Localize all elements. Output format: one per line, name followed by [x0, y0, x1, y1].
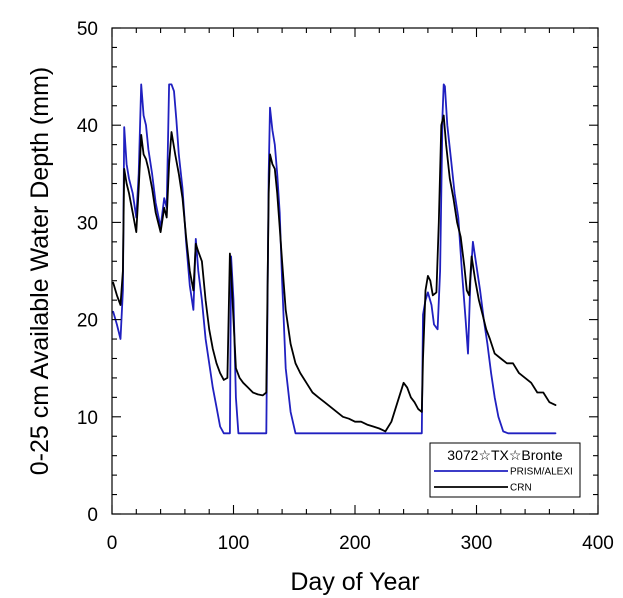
series-layer	[112, 83, 557, 435]
y-tick-label: 30	[77, 213, 98, 234]
x-tick-label: 0	[107, 533, 118, 554]
legend-label: PRISM/ALEXI	[510, 467, 573, 478]
y-axis: 0 10 20 30 40 50	[77, 19, 598, 526]
series-line-prism-alexi	[112, 83, 557, 435]
legend: 3072☆TX☆Bronte PRISM/ALEXI CRN	[429, 442, 581, 498]
legend-box	[429, 442, 581, 498]
y-tick-label: 0	[87, 505, 98, 526]
y-tick-label: 20	[77, 311, 98, 332]
y-axis-title: 0-25 cm Available Water Depth (mm)	[26, 67, 54, 475]
x-axis: 0 100 200 300 400	[107, 28, 614, 554]
x-tick-label: 200	[339, 533, 371, 554]
x-tick-label: 300	[461, 533, 493, 554]
plot-frame	[111, 27, 599, 515]
x-tick-label: 400	[582, 533, 614, 554]
series-line-crn	[112, 114, 557, 433]
x-axis-title: Day of Year	[290, 568, 419, 596]
y-tick-label: 50	[77, 19, 98, 40]
y-tick-label: 10	[77, 408, 98, 429]
legend-label: CRN	[510, 483, 532, 494]
x-tick-label: 100	[218, 533, 250, 554]
legend-title: 3072☆TX☆Bronte	[447, 447, 563, 463]
y-tick-label: 40	[77, 116, 98, 137]
